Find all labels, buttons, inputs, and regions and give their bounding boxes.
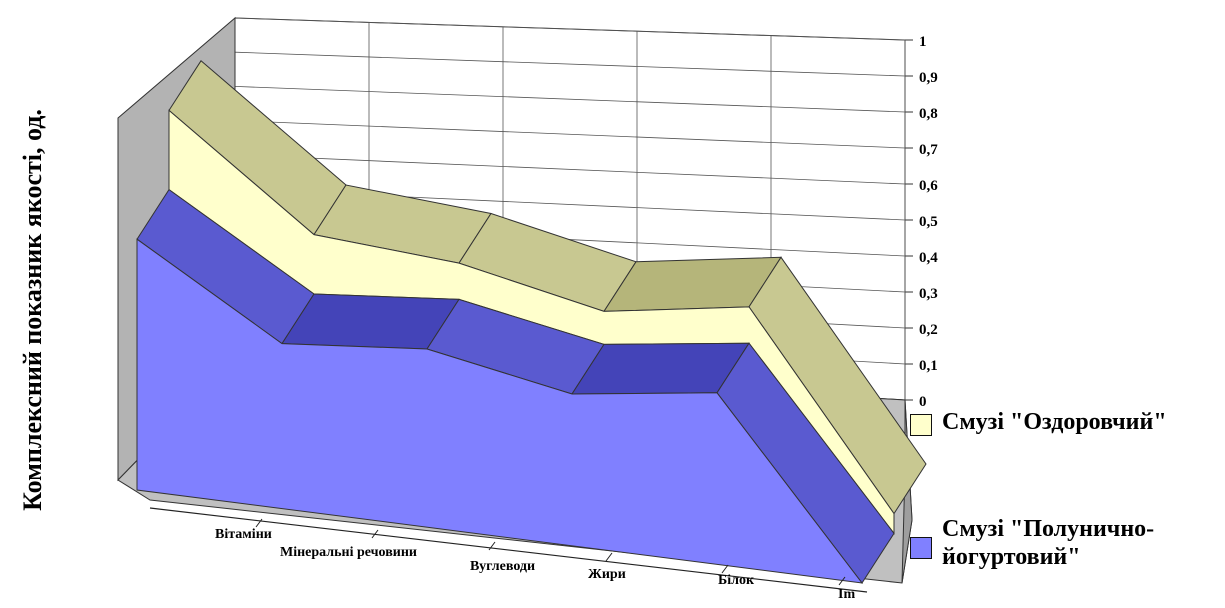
x-tick-label: Im: [838, 587, 855, 602]
y-gridline: [234, 17, 906, 41]
y-tick-label: 0: [919, 394, 927, 410]
y-tick-label: 0,5: [919, 214, 938, 230]
y-gridline: [234, 120, 906, 149]
y-gridline: [234, 86, 906, 113]
legend-swatch-polunychno: [910, 537, 932, 559]
y-tick-label: 0,9: [919, 70, 938, 86]
x-tick: [605, 552, 613, 562]
legend-item-polunychno: Смузі "Полунично- йогуртовий": [910, 515, 1154, 571]
y-gridline: [234, 51, 906, 77]
x-tick: [371, 529, 379, 539]
y-tick-label: 0,4: [919, 250, 938, 266]
x-tick: [838, 576, 846, 586]
x-tick-label: Білок: [718, 573, 755, 588]
y-tick-label: 0,2: [919, 322, 938, 338]
legend-label-polunychno: Смузі "Полунично- йогуртовий": [942, 516, 1155, 570]
x-tick-label: Вуглеводи: [470, 559, 535, 574]
x-tick: [255, 518, 263, 528]
x-tick-label: Жири: [588, 567, 626, 582]
y-axis-label: Комплексний показник якості, од.: [18, 109, 48, 511]
y-tick-label: 0,8: [919, 106, 938, 122]
y-tick-label: 0,1: [919, 358, 938, 374]
legend-swatch-ozdorovchyi: [910, 414, 932, 436]
y-axis-label-box: Комплексний показник якості, од.: [3, 30, 63, 590]
x-tick-label: Вітаміни: [215, 527, 272, 542]
x-tick: [488, 541, 496, 551]
x-tick: [721, 564, 729, 574]
x-axis-line: [149, 507, 868, 593]
y-tick-label: 0,6: [919, 178, 938, 194]
x-tick-label: Мінеральні речовини: [280, 545, 417, 560]
legend-label-ozdorovchyi: Смузі "Оздоровчий": [942, 409, 1167, 435]
series-polunychno-area: [136, 238, 864, 584]
y-tick-label: 0,7: [919, 142, 938, 158]
y-tick-label: 1: [919, 34, 927, 50]
legend-item-ozdorovchyi: Смузі "Оздоровчий": [910, 408, 1167, 436]
y-gridline: [234, 154, 906, 185]
y-tick-label: 0,3: [919, 286, 938, 302]
